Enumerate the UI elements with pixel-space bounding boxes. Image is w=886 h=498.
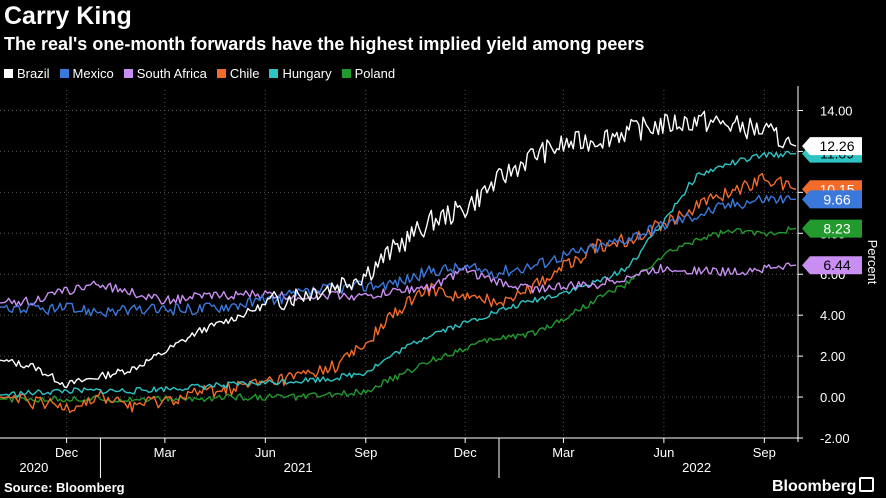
- x-tick-label: Dec: [55, 445, 79, 460]
- year-label: 2020: [19, 460, 48, 475]
- series-line-mexico: [0, 194, 796, 318]
- series-line-poland: [0, 226, 797, 403]
- source-note: Source: Bloomberg: [4, 480, 125, 495]
- end-label-value: 6.44: [823, 257, 850, 273]
- x-tick-label: Dec: [454, 445, 478, 460]
- legend-item-brazil: Brazil: [4, 66, 50, 81]
- series-line-south-africa: [0, 262, 797, 307]
- end-label-value: 12.26: [819, 138, 854, 154]
- legend-swatch: [269, 69, 279, 78]
- year-label: 2021: [284, 460, 313, 475]
- legend-label: South Africa: [136, 66, 207, 81]
- x-tick-label: Jun: [255, 445, 276, 460]
- bloomberg-terminal-icon: [859, 477, 875, 492]
- legend-item-mexico: Mexico: [59, 66, 114, 81]
- legend-label: Poland: [354, 66, 396, 81]
- end-label-flag-mexico: [802, 190, 862, 209]
- legend-label: Chile: [229, 66, 260, 81]
- y-axis-label: Percent: [865, 240, 880, 285]
- chart-subtitle: The real's one-month forwards have the h…: [4, 34, 645, 54]
- series-lines: [0, 110, 797, 414]
- legend-item-chile: Chile: [216, 66, 260, 81]
- end-label-flag-poland: [802, 219, 862, 238]
- chart-legend: Brazil Mexico South Africa Chile Hungary Pola…: [4, 66, 395, 81]
- x-tick-label: Mar: [552, 445, 575, 460]
- end-label-value: 9.66: [823, 191, 850, 207]
- chart-title: Carry King: [4, 2, 132, 30]
- x-tick-label: Mar: [154, 445, 177, 460]
- legend-swatch: [4, 69, 13, 78]
- legend-item-hungary: Hungary: [269, 66, 332, 81]
- legend-swatch: [216, 69, 226, 78]
- year-label: 2022: [682, 460, 711, 475]
- grid-lines: [0, 90, 798, 439]
- x-tick-label: Sep: [354, 445, 377, 460]
- legend-item-south-africa: South Africa: [123, 66, 207, 81]
- end-label-flag-south-africa: [802, 256, 862, 275]
- legend-swatch: [123, 69, 133, 78]
- legend-item-poland: Poland: [341, 66, 396, 81]
- y-tick-label: 14.00: [820, 103, 853, 118]
- legend-label: Mexico: [72, 66, 114, 81]
- y-tick-label: 4.00: [820, 308, 845, 323]
- legend-swatch: [341, 69, 351, 78]
- legend-label: Hungary: [282, 66, 332, 81]
- x-tick-label: Jun: [653, 445, 674, 460]
- y-tick-label: 0.00: [820, 390, 845, 405]
- bloomberg-logo: Bloomberg: [772, 477, 875, 496]
- legend-label: Brazil: [17, 66, 50, 81]
- end-label-value: 8.23: [823, 221, 850, 237]
- series-line-brazil: [0, 110, 797, 389]
- legend-swatch: [59, 69, 69, 78]
- x-axis: Dec Mar Jun Sep Dec Mar Jun Sep 2020 2021 2022: [0, 437, 798, 478]
- end-label-flag-brazil: [802, 137, 862, 156]
- y-tick-label: 2.00: [820, 349, 845, 364]
- x-tick-label: Sep: [753, 445, 776, 460]
- y-tick-label: -2.00: [820, 431, 850, 446]
